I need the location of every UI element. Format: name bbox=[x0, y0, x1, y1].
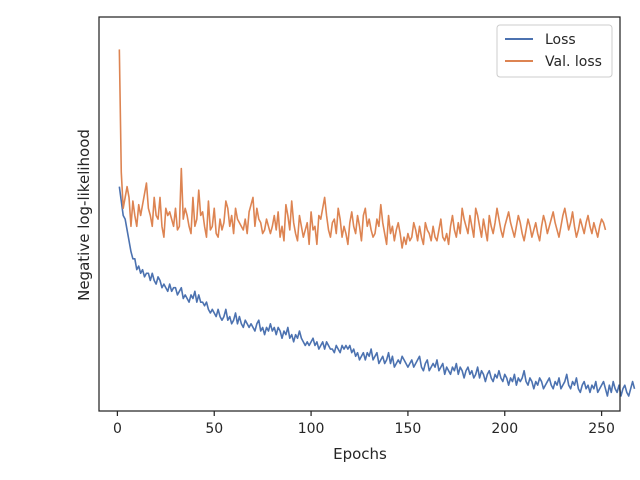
series-line-val-loss bbox=[118, 49, 607, 249]
y-axis-label: Negative log-likelihood bbox=[75, 129, 93, 301]
legend-label-val-loss: Val. loss bbox=[545, 54, 602, 70]
legend-label-loss: Loss bbox=[545, 32, 576, 48]
x-tick-label-0: 0 bbox=[113, 421, 122, 437]
x-tick-label-250: 250 bbox=[588, 421, 615, 437]
x-tick-label-100: 100 bbox=[298, 421, 325, 437]
x-tick-label-150: 150 bbox=[395, 421, 422, 437]
x-axis-label: Epochs bbox=[333, 445, 387, 463]
plot-frame bbox=[98, 16, 621, 412]
plot-lines bbox=[118, 49, 636, 397]
x-axis: 0 50 100 150 200 250 bbox=[113, 411, 615, 437]
x-tick-label-50: 50 bbox=[205, 421, 223, 437]
x-tick-label-200: 200 bbox=[491, 421, 518, 437]
series-line-loss bbox=[118, 186, 636, 397]
legend: Loss Val. loss bbox=[496, 24, 613, 78]
